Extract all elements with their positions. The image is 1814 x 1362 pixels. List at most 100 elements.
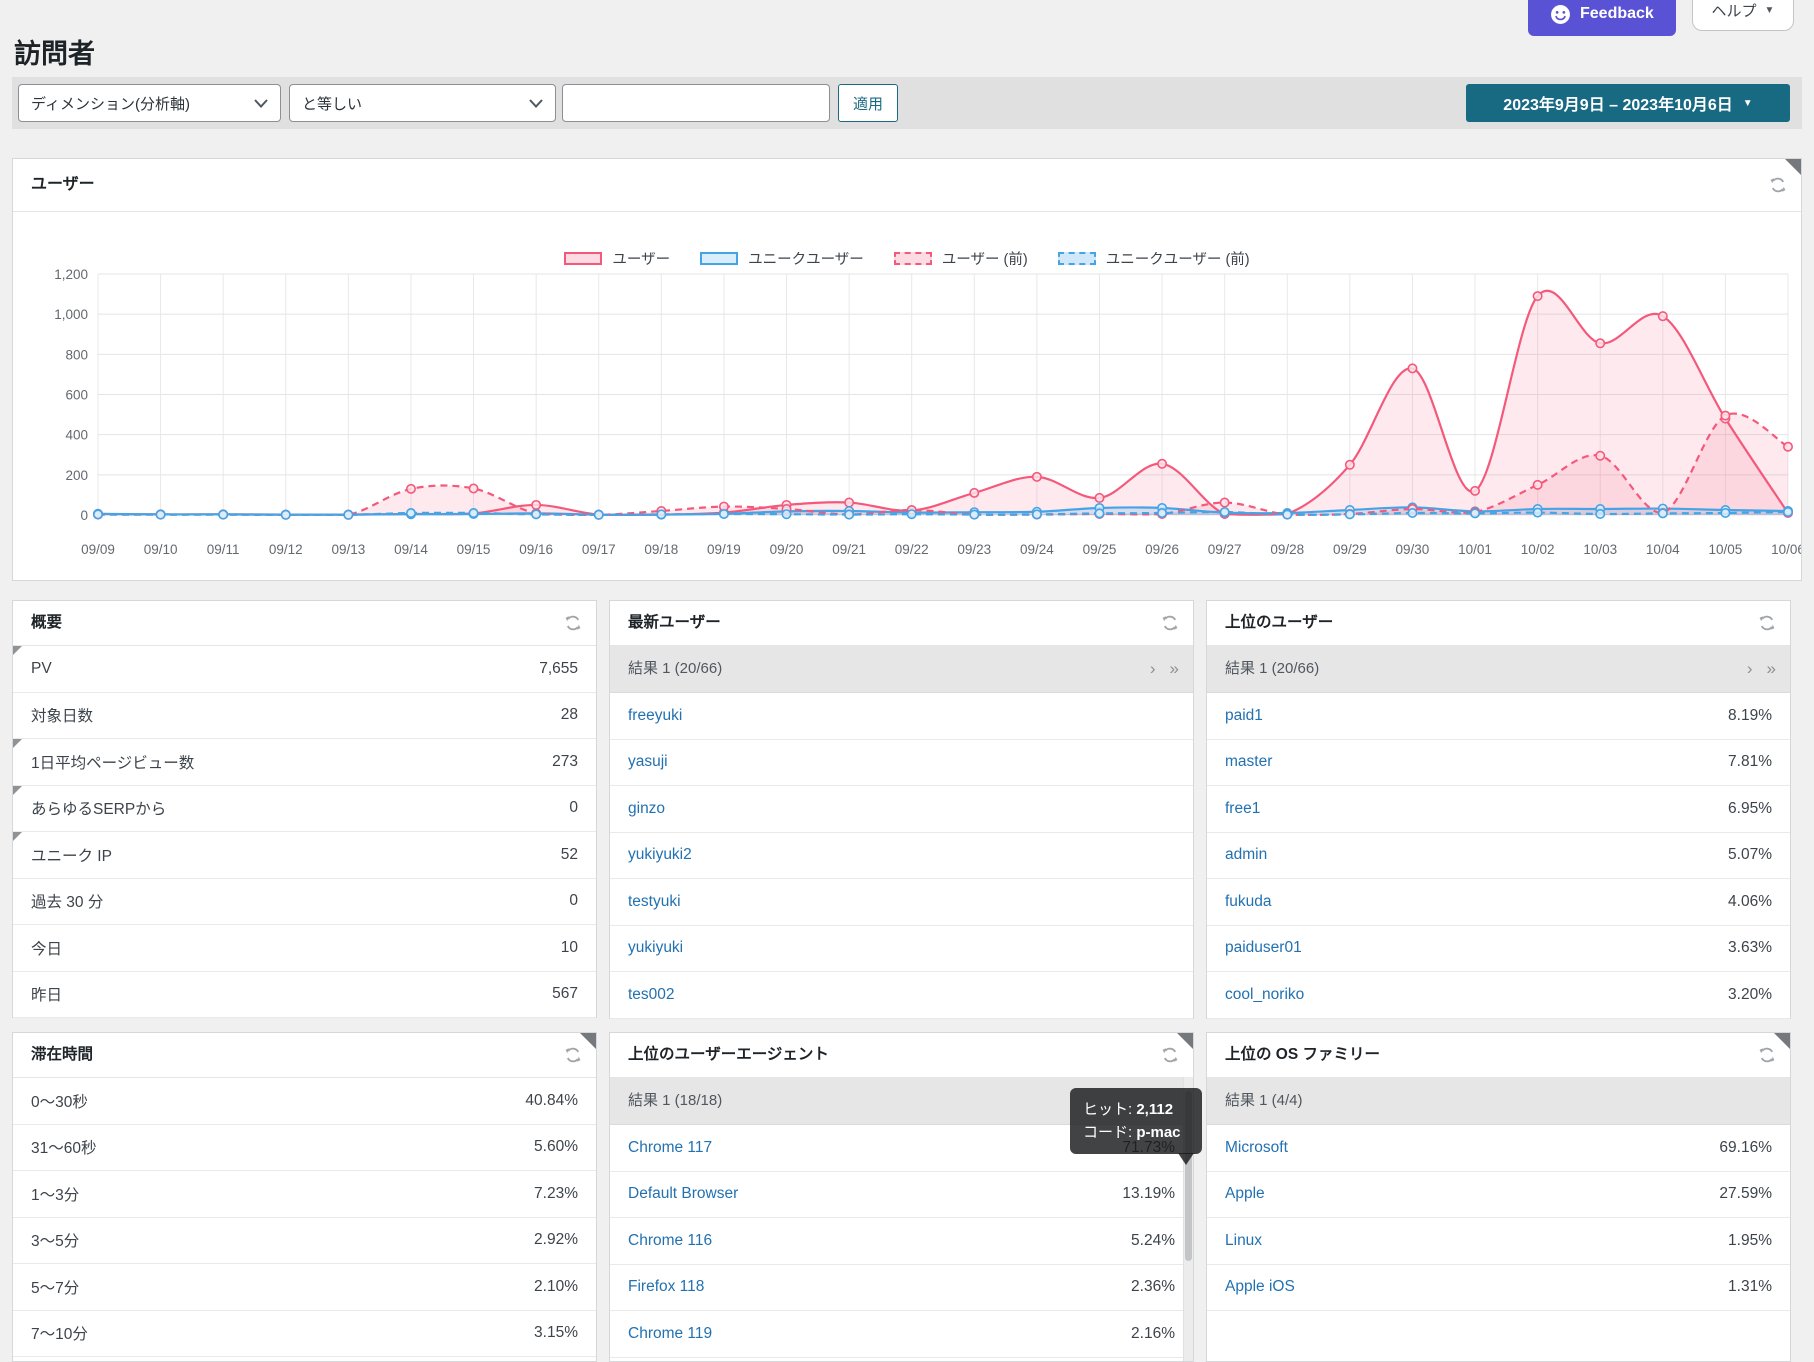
table-row: fukuda4.06% <box>1207 879 1790 926</box>
table-row: PV 7,655 <box>13 646 596 693</box>
row-link[interactable]: Chrome 117 <box>628 1139 712 1157</box>
date-range-button[interactable]: 2023年9月9日 – 2023年10月6日 ▼ <box>1466 84 1790 122</box>
row-link[interactable]: ginzo <box>628 800 665 818</box>
row-value: 2.36% <box>1131 1278 1175 1296</box>
row-link[interactable]: Chrome 119 <box>628 1325 712 1343</box>
row-value: 1.95% <box>1728 1232 1772 1250</box>
table-row: 0〜30秒40.84% <box>13 1078 596 1125</box>
row-link[interactable]: freeyuki <box>628 707 682 725</box>
row-link[interactable]: fukuda <box>1225 893 1272 911</box>
row-value: 69.16% <box>1719 1139 1772 1157</box>
row-link[interactable]: testyuki <box>628 893 681 911</box>
refresh-icon[interactable] <box>564 614 582 632</box>
row-value: 8.19% <box>1728 707 1772 725</box>
table-row: 1〜3分7.23% <box>13 1171 596 1218</box>
row-label: 対象日数 <box>31 704 93 726</box>
row-link[interactable]: paid1 <box>1225 707 1263 725</box>
refresh-icon[interactable] <box>1758 614 1776 632</box>
duration-rows: 0〜30秒40.84%31〜60秒5.60%1〜3分7.23%3〜5分2.92%… <box>13 1078 596 1357</box>
last-page-icon[interactable]: » <box>1170 646 1179 692</box>
row-link[interactable]: Microsoft <box>1225 1139 1288 1157</box>
table-row: Apple iOS1.31% <box>1207 1265 1790 1312</box>
table-row: あらゆるSERPから0 <box>13 786 596 833</box>
svg-text:09/09: 09/09 <box>81 542 115 557</box>
refresh-icon[interactable] <box>1769 176 1787 194</box>
latest-users-panel: 最新ユーザー 結果 1 (20/66) ›» freeyukiyasujigin… <box>609 600 1194 1019</box>
svg-text:800: 800 <box>65 347 88 362</box>
os-families-rows: Microsoft69.16%Apple27.59%Linux1.95%Appl… <box>1207 1125 1790 1311</box>
svg-text:10/05: 10/05 <box>1709 542 1743 557</box>
feedback-button[interactable]: Feedback <box>1528 0 1676 36</box>
table-row: freeyuki <box>610 693 1193 740</box>
user-agents-rows: Chrome 11771.73%Default Browser13.19%Chr… <box>610 1125 1193 1358</box>
overview-panel: 概要 PV7,655対象日数281日平均ページビュー数273あらゆるSERPから… <box>12 600 597 1018</box>
overview-header: 概要 <box>13 601 596 646</box>
row-link[interactable]: free1 <box>1225 800 1260 818</box>
svg-text:10/06: 10/06 <box>1771 542 1801 557</box>
row-link[interactable]: Apple iOS <box>1225 1278 1295 1296</box>
svg-text:09/20: 09/20 <box>770 542 804 557</box>
row-link[interactable]: Apple <box>1225 1185 1265 1203</box>
overview-title: 概要 <box>31 614 62 631</box>
apply-button[interactable]: 適用 <box>838 84 898 122</box>
pagination-bar: 結果 1 (20/66) › » <box>1207 646 1790 693</box>
row-label: 1〜3分 <box>31 1183 79 1205</box>
table-row: paid1 8.19% <box>1207 693 1790 740</box>
row-link[interactable]: Default Browser <box>628 1185 738 1203</box>
os-families-header: 上位の OS ファミリー <box>1207 1033 1790 1078</box>
filter-bar: ディメンション(分析軸) と等しい 適用 2023年9月9日 – 2023年10… <box>12 77 1802 129</box>
next-page-icon[interactable]: › <box>1150 646 1156 692</box>
pagination-label: 結果 1 (20/66) <box>1225 660 1319 677</box>
row-value: 0 <box>569 892 578 910</box>
row-value: 2.10% <box>534 1278 578 1296</box>
table-row: Firefox 118 2.36% <box>610 1265 1193 1312</box>
row-link[interactable]: yukiyuki2 <box>628 846 692 864</box>
svg-text:10/02: 10/02 <box>1521 542 1555 557</box>
row-link[interactable]: cool_noriko <box>1225 986 1304 1004</box>
row-link[interactable]: yasuji <box>628 753 668 771</box>
row-label: 3〜5分 <box>31 1229 79 1251</box>
row-link[interactable]: Firefox 118 <box>628 1278 704 1296</box>
page-title: 訪問者 <box>14 32 95 71</box>
table-row: 7〜10分3.15% <box>13 1311 596 1358</box>
pagination-label: 結果 1 (18/18) <box>628 1092 722 1109</box>
row-link[interactable]: paiduser01 <box>1225 939 1302 957</box>
row-label: PV <box>31 660 52 678</box>
os-families-panel: 上位の OS ファミリー 結果 1 (4/4) Microsoft69.16%A… <box>1206 1032 1791 1362</box>
row-link[interactable]: yukiyuki <box>628 939 683 957</box>
dimension-select[interactable]: ディメンション(分析軸) <box>18 84 281 122</box>
operator-select[interactable]: と等しい <box>289 84 556 122</box>
row-value: 2.16% <box>1131 1325 1175 1343</box>
svg-text:09/19: 09/19 <box>707 542 741 557</box>
row-link[interactable]: Chrome 116 <box>628 1232 712 1250</box>
row-link[interactable]: Linux <box>1225 1232 1262 1250</box>
svg-text:09/15: 09/15 <box>457 542 491 557</box>
panel-corner-marker <box>1774 1033 1790 1049</box>
svg-text:09/11: 09/11 <box>207 542 240 557</box>
table-row: 昨日567 <box>13 972 596 1019</box>
filter-value-input[interactable] <box>562 84 830 122</box>
row-label: 過去 30 分 <box>31 890 103 912</box>
table-row: 31〜60秒5.60% <box>13 1125 596 1172</box>
svg-text:10/03: 10/03 <box>1583 542 1617 557</box>
row-link[interactable]: admin <box>1225 846 1267 864</box>
table-row: 今日10 <box>13 925 596 972</box>
svg-text:09/24: 09/24 <box>1020 542 1054 557</box>
next-page-icon[interactable]: › <box>1747 646 1753 692</box>
row-value: 0 <box>569 799 578 817</box>
row-link[interactable]: master <box>1225 753 1272 771</box>
os-families-title: 上位の OS ファミリー <box>1225 1046 1380 1063</box>
last-page-icon[interactable]: » <box>1767 646 1776 692</box>
svg-text:09/27: 09/27 <box>1208 542 1242 557</box>
refresh-icon[interactable] <box>1161 614 1179 632</box>
pagination-bar: 結果 1 (20/66) ›» <box>610 646 1193 693</box>
help-button[interactable]: ヘルプ ▼ <box>1692 0 1794 31</box>
latest-users-rows: freeyuki yasuji ginzo yukiyuki2 testyuki yuki… <box>610 693 1193 1019</box>
row-value: 7,655 <box>539 660 578 678</box>
row-link[interactable]: tes002 <box>628 986 675 1004</box>
table-row: 過去 30 分 0 <box>13 879 596 926</box>
svg-text:09/26: 09/26 <box>1145 542 1179 557</box>
row-label: 7〜10分 <box>31 1322 88 1344</box>
table-row: yukiyuki <box>610 926 1193 973</box>
table-row: master7.81% <box>1207 740 1790 787</box>
